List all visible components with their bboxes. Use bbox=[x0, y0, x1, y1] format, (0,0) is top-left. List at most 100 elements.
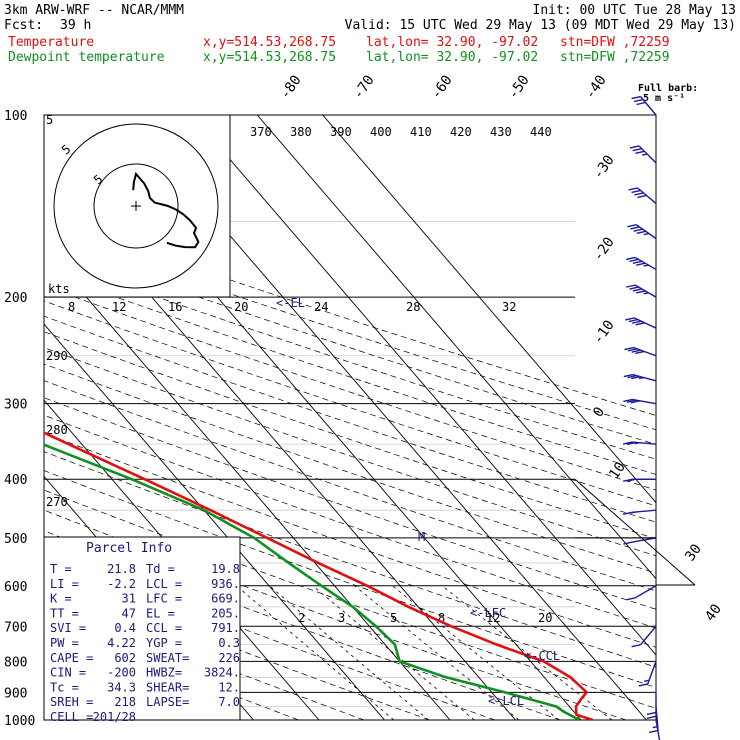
init-time: Init: 00 UTC Tue 28 May 13 bbox=[532, 3, 737, 18]
isotherm-label-top-2: -60 bbox=[428, 72, 456, 102]
mixing-ratio-line-2 bbox=[236, 585, 395, 720]
dry-adiabat-330 bbox=[44, 451, 656, 668]
theta-label-430: 430 bbox=[490, 125, 512, 139]
parcel-row-6-label-b: SWEAT= bbox=[146, 651, 189, 665]
parcel-row-4-value-b: 791. bbox=[211, 621, 240, 635]
wind-barb-half-160 bbox=[643, 232, 650, 236]
ccl-label: <-CCL bbox=[524, 649, 560, 663]
parcel-row-4-label-b: CCL = bbox=[146, 621, 182, 635]
wind-barb-flag-275-1 bbox=[627, 374, 637, 379]
parcel-row-6-value-a: 602 bbox=[114, 651, 136, 665]
pressure-label-700: 700 bbox=[4, 620, 27, 635]
pressure-label-900: 900 bbox=[4, 686, 27, 701]
parcel-row-2-label-a: K = bbox=[50, 592, 72, 606]
parcel-row-0-value-b: 19.8 bbox=[211, 562, 240, 576]
mixing-ratio-line-5 bbox=[312, 585, 475, 720]
dry-adiabat-470 bbox=[44, 228, 656, 431]
wind-barb-flag-160-0 bbox=[627, 224, 637, 228]
isotherm-label-top-1: -70 bbox=[350, 72, 378, 102]
mixing-ratio-label-8: 8 bbox=[438, 611, 445, 625]
wind-barb-350 bbox=[632, 441, 657, 445]
wind-barb-flag-900-1 bbox=[646, 711, 657, 716]
isotherm-60 bbox=[322, 115, 656, 504]
speed-label-24: 24 bbox=[314, 300, 328, 314]
wind-barb-flag-200-0 bbox=[626, 284, 636, 288]
parcel-row-1-label-b: LCL = bbox=[146, 577, 182, 591]
wind-barb-half-450 bbox=[630, 511, 637, 514]
wind-barb-flag-275-2 bbox=[631, 375, 641, 380]
wind-barb-flag-100-0 bbox=[631, 95, 641, 100]
wind-barb-flag-140-2 bbox=[634, 192, 644, 196]
parcel-row-2-value-a: 31 bbox=[122, 592, 136, 606]
pressure-label-200: 200 bbox=[4, 291, 27, 306]
isotherm-0 bbox=[44, 247, 451, 720]
parcel-row-0-label-a: T = bbox=[50, 562, 72, 576]
dewpoint-legend-latlon: lat,lon= 32.90, -97.02 bbox=[366, 50, 539, 65]
lower-boundary-b bbox=[574, 478, 696, 586]
wind-barb-flag-200-3 bbox=[636, 290, 646, 294]
pressure-label-400: 400 bbox=[4, 473, 27, 488]
parcel-row-3-value-b: 205. bbox=[211, 606, 240, 620]
wind-barb-flag-140-3 bbox=[637, 194, 647, 199]
hodograph-kts-label: kts bbox=[48, 282, 70, 296]
dewpoint-legend-label: Dewpoint temperature bbox=[8, 50, 165, 65]
wind-barb-flag-350-1 bbox=[626, 441, 637, 446]
wind-barb-flag-120-0 bbox=[629, 145, 640, 149]
wind-barb-flag-250-3 bbox=[635, 350, 645, 355]
parcel-row-9-label-b: LAPSE= bbox=[146, 695, 189, 709]
wind-barb-flag-900-0 bbox=[646, 715, 657, 720]
speed-label-32: 32 bbox=[502, 300, 516, 314]
parcel-row-8-value-b: 12. bbox=[218, 680, 240, 694]
wind-barb-flag-225-2 bbox=[632, 320, 642, 324]
parcel-row-8-value-a: 34.3 bbox=[107, 680, 136, 694]
isotherm-label-top-0: -80 bbox=[277, 72, 305, 102]
temperature-profile bbox=[44, 431, 594, 720]
wind-barb-200 bbox=[634, 284, 657, 298]
wind-barb-flag-180-2 bbox=[632, 260, 643, 264]
hodograph-ring-1 bbox=[53, 123, 219, 289]
mixing-ratio-label-3: 3 bbox=[338, 611, 345, 625]
wind-barb-600 bbox=[634, 585, 657, 599]
parcel-row-5-value-b: 0.3 bbox=[218, 636, 240, 650]
temperature-legend-xy: x,y=514.53,268.75 bbox=[203, 35, 337, 50]
mixing-ratio-line-20 bbox=[442, 585, 613, 720]
wind-barb-flag-140-0 bbox=[628, 187, 638, 191]
pressure-label-600: 600 bbox=[4, 580, 27, 595]
wind-barb-flag-300-1 bbox=[626, 399, 637, 403]
pressure-label-100: 100 bbox=[4, 109, 27, 124]
wind-barb-flag-350-0 bbox=[622, 441, 633, 445]
mixing-ratio-label-2: 2 bbox=[298, 611, 305, 625]
speed-label-20: 20 bbox=[234, 300, 248, 314]
wind-barb-flag-275-0 bbox=[623, 373, 633, 378]
wind-barb-160 bbox=[635, 224, 657, 240]
parcel-row-3-label-b: EL = bbox=[146, 606, 175, 620]
parcel-row-9-label-a: SREH = bbox=[50, 695, 93, 709]
wind-barb-flag-140-1 bbox=[631, 189, 641, 194]
parcel-row-6-value-b: 226 bbox=[218, 651, 240, 665]
wind-barb-flag-225-3 bbox=[635, 322, 645, 326]
full-barb-label: Full barb: bbox=[638, 83, 699, 94]
parcel-row-7-label-b: HWBZ= bbox=[146, 666, 182, 680]
wind-barb-flag-180-0 bbox=[626, 256, 636, 261]
wind-barb-flag-100-2 bbox=[636, 101, 646, 106]
parcel-row-9-value-a: 218 bbox=[114, 695, 136, 709]
pressure-label-1000: 1000 bbox=[4, 714, 35, 729]
wind-barb-flag-450-0 bbox=[622, 511, 633, 515]
wind-barb-300 bbox=[632, 398, 657, 405]
theta-label-420: 420 bbox=[450, 125, 472, 139]
theta-side-label-280: 280 bbox=[46, 423, 68, 437]
isotherm-40 bbox=[191, 115, 656, 656]
parcel-row-2-value-b: 669. bbox=[211, 592, 240, 606]
temperature-legend-station: stn=DFW ,72259 bbox=[560, 35, 670, 50]
wind-barb-flag-800-0 bbox=[638, 683, 648, 687]
speed-label-16: 16 bbox=[168, 300, 182, 314]
wind-barb-flag-225-0 bbox=[625, 317, 635, 321]
wind-barb-flag-300-2 bbox=[630, 400, 641, 404]
wind-barb-half-120 bbox=[642, 153, 648, 156]
parcel-row-3-value-a: 47 bbox=[122, 606, 136, 620]
forecast-hours: 39 h bbox=[60, 18, 92, 33]
parcel-row-0-label-b: Td = bbox=[146, 562, 175, 576]
wind-barb-flag-400-0 bbox=[622, 478, 633, 482]
wind-barbs bbox=[574, 95, 696, 740]
parcel-row-7-value-a: -200 bbox=[107, 666, 136, 680]
